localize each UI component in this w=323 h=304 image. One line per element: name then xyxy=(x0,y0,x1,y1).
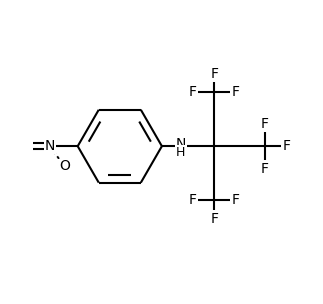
Text: F: F xyxy=(210,67,218,81)
Text: F: F xyxy=(189,193,197,207)
Text: F: F xyxy=(261,117,269,131)
Text: N: N xyxy=(45,139,55,153)
Text: F: F xyxy=(232,85,239,99)
Text: H: H xyxy=(176,146,185,158)
Text: N: N xyxy=(176,137,186,151)
Text: F: F xyxy=(189,85,197,99)
Text: F: F xyxy=(261,162,269,176)
Text: F: F xyxy=(282,139,290,153)
Text: F: F xyxy=(210,212,218,226)
Text: O: O xyxy=(59,159,70,173)
Text: F: F xyxy=(232,193,239,207)
